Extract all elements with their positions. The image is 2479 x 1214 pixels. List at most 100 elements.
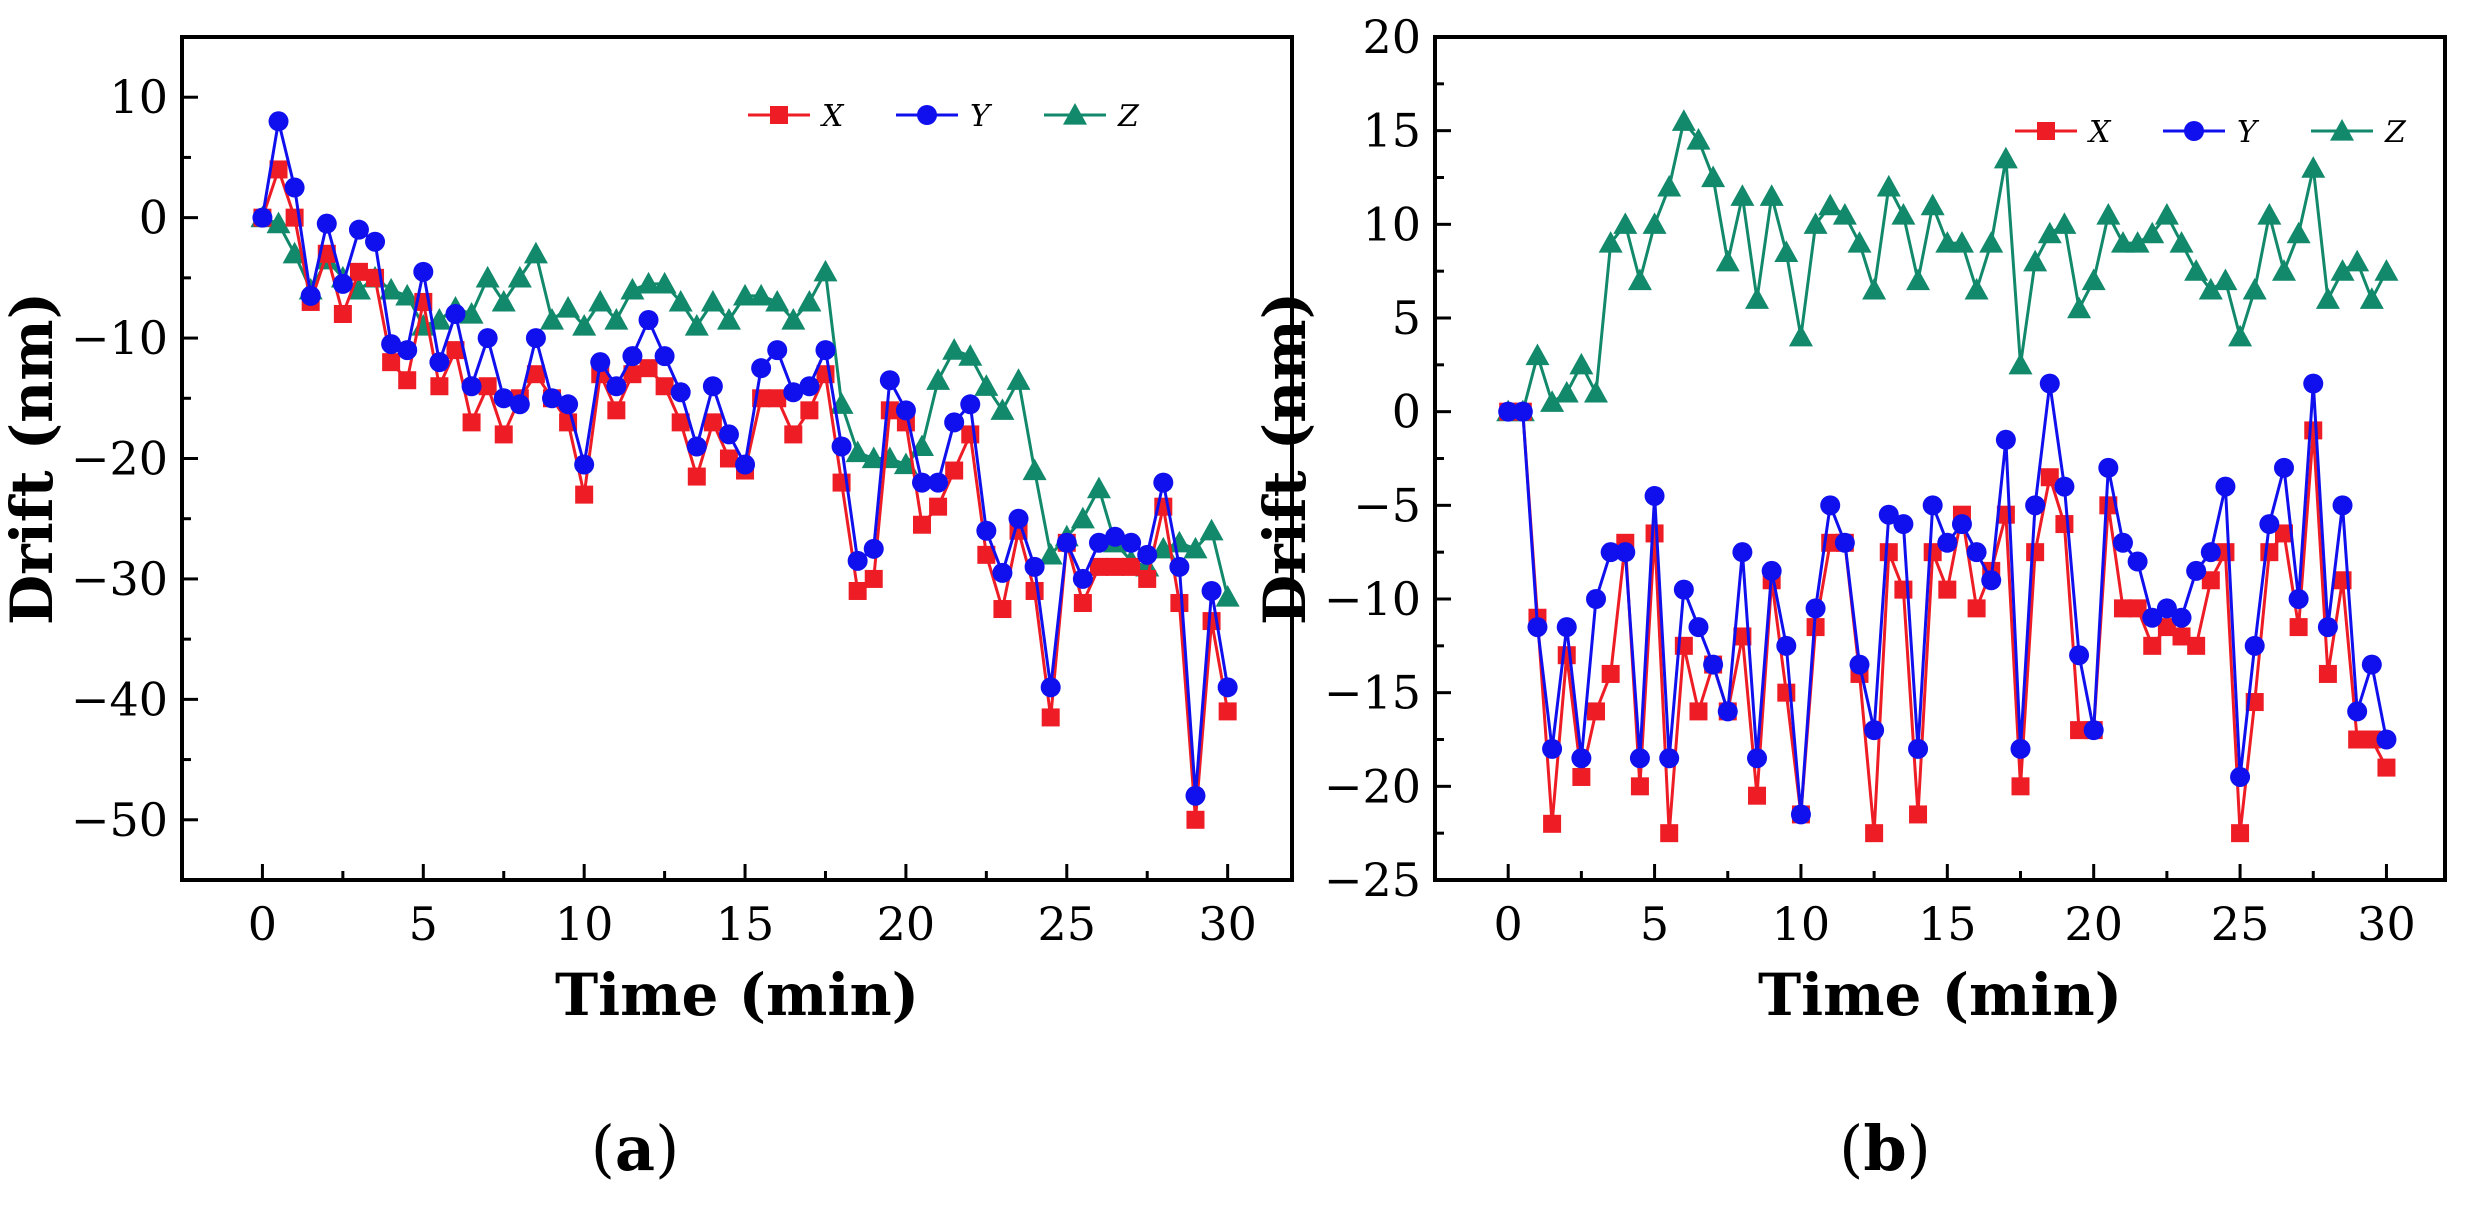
panel-b-series-y-point — [2127, 551, 2148, 572]
panel-b-x-tick-label: 30 — [2357, 897, 2416, 951]
panel-a-series-x-point — [913, 515, 931, 534]
panel-b-series-x-point — [2231, 824, 2250, 843]
panel-a-legend-swatch-marker — [770, 106, 788, 124]
panel-b-series-z-point — [2008, 352, 2033, 375]
panel-b-series-y-point — [1776, 635, 1797, 656]
panel-b-series-y-point — [1908, 738, 1929, 759]
panel-b-series-y-point — [2303, 373, 2324, 394]
panel-b-series-y-point — [1586, 589, 1607, 609]
panel-b-series-x-point — [2187, 636, 2206, 655]
panel-a-series-z-point — [588, 289, 613, 312]
panel-b-series-z-point — [2154, 202, 2179, 225]
panel-a-series-z-point — [266, 211, 291, 234]
panel-b-series-y-point — [2332, 495, 2353, 516]
panel-a-series-y-point — [751, 358, 772, 379]
panel-b-series-z-point — [1891, 202, 1916, 225]
panel-b-legend-swatch-marker — [2037, 122, 2055, 140]
panel-b-series-z-point — [2301, 156, 2326, 178]
panel-b-series-y-point — [1995, 429, 2016, 450]
panel-b-series-z-point — [1730, 184, 1755, 206]
panel-b-series-y-point — [2112, 532, 2133, 553]
panel-a-series-x-point — [864, 569, 883, 588]
panel-b-series-z-point — [2359, 287, 2384, 309]
panel-a-series-x-point — [1122, 557, 1141, 576]
panel-a-series-y-point — [1024, 556, 1045, 577]
panel-b-series-y-point — [1644, 485, 1665, 506]
panel-a-series-y-point — [1201, 580, 1222, 601]
panel-b-series-z-point — [2169, 231, 2194, 253]
panel-b-y-tick-label: 0 — [1392, 385, 1421, 439]
panel-a-series-z-point — [716, 308, 741, 330]
panel-b-series-z-point — [1554, 380, 1579, 403]
panel-b-x-axis-label: Time (min) — [1758, 961, 2122, 1029]
panel-b-series-y-point — [1747, 748, 1768, 769]
panel-b-series-y-point — [1951, 514, 1972, 535]
panel-b-series-x-point — [1879, 543, 1898, 562]
panel-a-series-z-point — [861, 446, 886, 469]
panel-b-series-y-point — [2156, 598, 2177, 619]
panel-a-series-y-point — [461, 376, 482, 397]
panel-b-series-y-point — [1981, 570, 2002, 591]
panel-a-series-z-point — [1199, 518, 1224, 541]
panel-a-series-y-point — [863, 538, 884, 559]
panel-a-series-x-point — [446, 341, 465, 360]
panel-b-series-x-point — [2040, 468, 2059, 487]
panel-b-series-z-point — [1774, 240, 1799, 263]
panel-a-legend-label-y: Y — [970, 99, 993, 134]
panel-b-series-z-point — [1715, 249, 1740, 272]
panel-b-series-y-point — [1893, 514, 1914, 535]
panel-b-series-y-point — [1629, 748, 1650, 769]
panel-b-series-z-point — [1598, 231, 1623, 253]
panel-b-series-x-point — [2026, 543, 2045, 562]
panel-a-series-y-point — [252, 207, 273, 228]
panel-b-series-z-point — [1671, 109, 1696, 131]
panel-b-y-tick-label: 10 — [1362, 197, 1421, 251]
panel-b-series-y-point — [2069, 645, 2090, 666]
panel-b-series-z-point — [2184, 259, 2209, 281]
panel-a-series-y-point — [525, 328, 546, 349]
panel-b-series-y-point — [2200, 542, 2221, 563]
panel-a-x-tick-label: 10 — [555, 897, 614, 951]
panel-a-series-x-point — [1218, 702, 1237, 721]
panel-a-series-y-point — [300, 285, 321, 306]
panel-a-series-y-point — [1105, 526, 1126, 547]
panel-b-series-z-point — [2286, 221, 2311, 244]
panel-a-series-x-point — [1138, 569, 1157, 588]
panel-a-x-tick-label: 30 — [1198, 897, 1257, 951]
panel-a-series-x-point — [945, 461, 964, 480]
panel-a-series-x-point — [1089, 557, 1108, 576]
panel-a-x-tick-label: 20 — [877, 897, 936, 951]
panel-b-series-y-point — [2039, 373, 2060, 394]
panel-b-series-x-point — [1572, 767, 1591, 786]
panel-a-series-z-point — [813, 259, 838, 282]
panel-a-series-y-point — [493, 388, 514, 409]
panel-a-series-y-point — [735, 454, 756, 475]
panel-b-series-z-point — [2257, 202, 2282, 225]
panel-b-series-y-point — [1688, 617, 1709, 638]
panel-a-series-z-point — [845, 440, 870, 463]
panel-b-series-y-point — [2347, 701, 2368, 722]
panel-b-series-x-point — [1938, 580, 1957, 599]
panel-b-series-z-point — [2081, 268, 2106, 291]
panel-b-series-y-point — [2142, 607, 2163, 628]
panel-a-series-x-point — [382, 353, 401, 372]
panel-a-y-tick-label: −50 — [71, 793, 168, 847]
panel-a-series-y-point — [847, 550, 868, 571]
panel-a-y-tick-label: −30 — [71, 552, 168, 606]
panel-b-series-y-point — [2171, 607, 2192, 628]
panel-a-series-y-point — [1056, 532, 1077, 553]
panel-a-series-y-point — [590, 352, 611, 373]
panel-a-series-z-point — [395, 283, 420, 306]
panel-a-series-x-point — [333, 304, 352, 323]
panel-a-series-y-point — [558, 394, 579, 415]
panel-a-series-z-point — [507, 265, 532, 288]
panel-b-y-axis-label: Drift (nm) — [1251, 292, 1319, 625]
panel-a-series-z-point — [958, 344, 983, 366]
panel-a-series-z-point — [636, 271, 661, 294]
panel-a-series-y-point — [606, 376, 627, 397]
panel-b-series-x-point — [1689, 702, 1708, 721]
panel-a-series-x-point — [655, 377, 674, 396]
panel-b-series-y-point — [2098, 457, 2119, 478]
panel-b-x-tick-label: 5 — [1640, 897, 1669, 951]
panel-b-series-y-point — [1673, 579, 1694, 600]
